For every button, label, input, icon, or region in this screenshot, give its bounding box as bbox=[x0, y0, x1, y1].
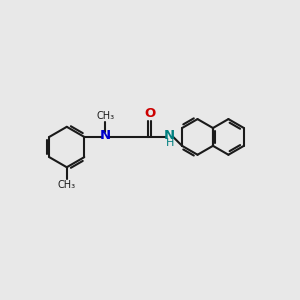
Text: N: N bbox=[164, 129, 175, 142]
Text: O: O bbox=[144, 107, 155, 120]
Text: CH₃: CH₃ bbox=[58, 180, 76, 190]
Text: CH₃: CH₃ bbox=[96, 111, 114, 121]
Text: N: N bbox=[100, 129, 111, 142]
Text: H: H bbox=[165, 138, 174, 148]
